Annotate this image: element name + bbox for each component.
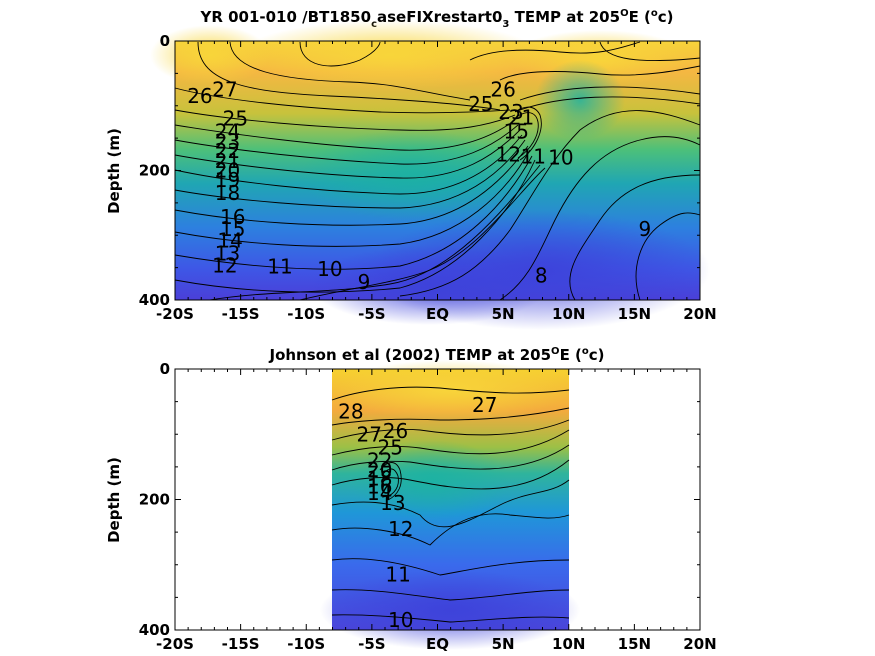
contour-label: 15 (220, 217, 245, 241)
panel-1: YR 001-010 /BT1850caseFIXrestart03 TEMP … (105, 8, 717, 330)
contour-label: 12 (212, 254, 237, 278)
contour-label: 24 (215, 120, 240, 144)
panel-2-title: Johnson et al (2002) TEMP at 205OE (oc) (268, 346, 604, 364)
x-tick-label: 15N (618, 305, 651, 323)
panel-1-x-tick-labels: -20S -15S -10S -5S EQ 5N 10N 15N 20N (156, 305, 717, 323)
y-tick-label: 0 (160, 360, 170, 378)
contour-label: 28 (338, 399, 363, 423)
x-tick-label: 5N (492, 305, 515, 323)
contour-label: 16 (367, 474, 392, 498)
contour-label: 16 (220, 205, 245, 229)
y-tick-label: 200 (139, 162, 170, 180)
panel-2-x-tick-labels: -20S -15S -10S -5S EQ 5N 10N 15N 20N (156, 635, 717, 653)
contour-label: 22 (215, 139, 240, 163)
contour-label: 23 (215, 129, 240, 153)
panel-1-ticks (174, 40, 701, 301)
contour-label: 27 (212, 78, 237, 102)
x-tick-label: 10N (552, 305, 585, 323)
contour-label: 25 (378, 435, 403, 459)
panel-1-field (150, 20, 710, 330)
panel-1-contours (174, 41, 701, 301)
contour-label: 18 (367, 467, 392, 491)
contour-label: 15 (504, 120, 529, 144)
contour-label: 26 (490, 78, 515, 102)
panel-1-ylabel: Depth (m) (105, 128, 123, 214)
contour-label: 11 (267, 254, 292, 278)
panel-2-field (320, 360, 580, 650)
y-tick-label: 400 (139, 291, 170, 309)
contour-label: 26 (187, 84, 212, 108)
panel-2: Johnson et al (2002) TEMP at 205OE (oc) … (105, 346, 717, 653)
contour-label: 26 (383, 419, 408, 443)
contour-label: 25 (468, 92, 493, 116)
x-tick-label: 5N (492, 635, 515, 653)
contour-label: 20 (215, 159, 240, 183)
contour-label: 12 (496, 142, 521, 166)
contour-label: 27 (357, 422, 382, 446)
contour-label: 10 (388, 608, 413, 632)
panel-2-ticks (174, 368, 701, 631)
contour-label: 11 (521, 144, 546, 168)
contour-label: 22 (367, 448, 392, 472)
x-tick-label: 15N (618, 635, 651, 653)
contour-label: 25 (223, 107, 248, 131)
x-tick-label: -15S (222, 635, 260, 653)
contour-label: 14 (367, 481, 392, 505)
x-tick-label: EQ (426, 305, 449, 323)
contour-label: 10 (317, 257, 342, 281)
contour-label: 23 (498, 100, 523, 124)
contour-label: 9 (639, 217, 652, 241)
contour-label: 13 (215, 241, 240, 265)
x-tick-label: EQ (426, 635, 449, 653)
y-tick-label: 0 (160, 32, 170, 50)
x-tick-label: 20N (683, 635, 716, 653)
x-tick-label: -10S (287, 635, 325, 653)
contour-label: 21 (215, 149, 240, 173)
contour-label: 13 (380, 491, 405, 515)
panel-2-y-tick-labels: 0 200 400 (139, 360, 170, 639)
contour-label: 12 (388, 517, 413, 541)
contour-label: 18 (215, 181, 240, 205)
contour-label: 8 (535, 263, 548, 287)
contour-label: 10 (548, 146, 573, 170)
contour-label: 11 (385, 563, 410, 587)
contour-label: 27 (472, 393, 497, 417)
x-tick-label: -20S (156, 305, 194, 323)
x-tick-label: 20N (683, 305, 716, 323)
x-tick-label: 10N (552, 635, 585, 653)
panel-2-contours (331, 386, 570, 623)
x-tick-label: -20S (156, 635, 194, 653)
x-tick-label: -15S (222, 305, 260, 323)
y-tick-label: 200 (139, 491, 170, 509)
panel-1-y-tick-labels: 0 200 400 (139, 32, 170, 309)
contour-label: 21 (509, 105, 534, 129)
contour-label: 19 (215, 168, 240, 192)
y-tick-label: 400 (139, 621, 170, 639)
panel-2-ylabel: Depth (m) (105, 457, 123, 543)
contour-label: 20 (367, 458, 392, 482)
contour-label: 9 (358, 270, 371, 294)
x-tick-label: -10S (287, 305, 325, 323)
x-tick-label: -5S (358, 305, 385, 323)
contour-label: 14 (217, 228, 242, 252)
x-tick-label: -5S (358, 635, 385, 653)
